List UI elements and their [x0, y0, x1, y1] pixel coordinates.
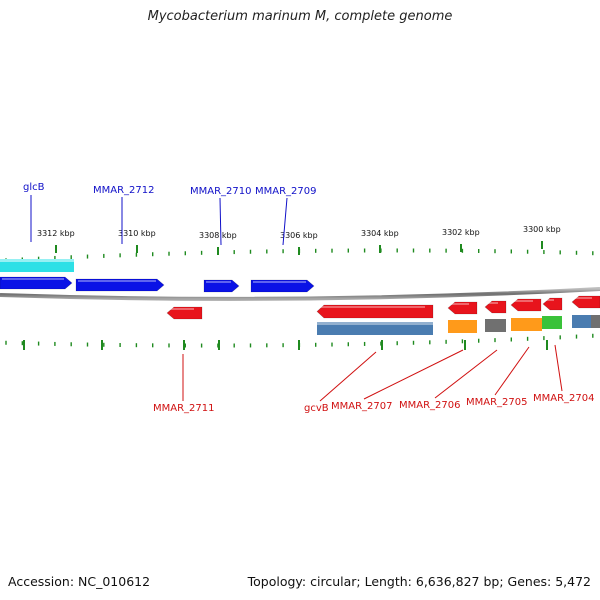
label-mmar-2711[interactable]: MMAR_2711 [153, 403, 215, 414]
feature-gray-2[interactable] [591, 315, 600, 328]
gene-glcB-shade [2, 278, 64, 280]
scale-tick-label: 3300 kbp [523, 225, 561, 234]
gene-mmar-2707[interactable] [447, 301, 478, 315]
label-gcvB[interactable]: gcvB [304, 403, 329, 414]
feature-gray-1[interactable] [485, 319, 506, 332]
label-mmar-2707-leader [363, 349, 464, 400]
label-mmar-2712[interactable]: MMAR_2712 [93, 185, 155, 196]
gene-mmar-2712-shade [78, 280, 156, 282]
gene-gcvB[interactable] [316, 304, 434, 319]
gene-glcB[interactable] [0, 276, 73, 290]
genome-summary-text: Topology: circular; Length: 6,636,827 bp… [247, 574, 591, 589]
gene-mmar-2709-shade [253, 281, 306, 283]
feature-steel[interactable] [572, 315, 591, 328]
label-mmar-2704[interactable]: MMAR_2704 [533, 393, 595, 404]
gene-mmar-2706[interactable] [484, 300, 507, 314]
label-mmar-2710[interactable]: MMAR_2710 [190, 186, 252, 197]
gene-gcvB-shade [319, 306, 425, 308]
label-mmar-2706[interactable]: MMAR_2706 [399, 400, 461, 411]
gene-mmar-2704[interactable] [542, 297, 563, 311]
gene-mmar-2705-shade [513, 300, 533, 302]
scale-tick-label: 3304 kbp [361, 229, 399, 238]
feature-orange-2[interactable] [511, 318, 542, 331]
gene-mmar-2710-shade [206, 281, 231, 283]
gene-mmar-2706-shade [487, 302, 498, 304]
label-mmar-2705[interactable]: MMAR_2705 [466, 397, 528, 408]
label-mmar-2710-leader [219, 197, 222, 246]
scale-tick-label: 3306 kbp [280, 231, 318, 240]
gene-mmar-2704-shade [545, 299, 554, 301]
accession-text: Accession: NC_010612 [8, 574, 151, 589]
label-mmar-2707[interactable]: MMAR_2707 [331, 401, 393, 412]
gene-mmar-2709[interactable] [250, 279, 315, 293]
genome-backbone [0, 287, 600, 301]
gene-mmar-2705[interactable] [510, 298, 542, 312]
label-mmar-2709[interactable]: MMAR_2709 [255, 186, 317, 197]
gene-next-shade [574, 297, 592, 299]
label-mmar-2709-leader [282, 197, 288, 246]
feature-green[interactable] [542, 316, 562, 329]
scale-tick-label: 3312 kbp [37, 229, 75, 238]
label-mmar-2705-leader [494, 346, 530, 396]
label-gcvB-leader [319, 351, 377, 402]
label-mmar-2704-leader [554, 344, 563, 392]
scale-tick-label: 3308 kbp [199, 231, 237, 240]
gcvB-cds-shade [317, 322, 433, 325]
scale-tick-label: 3302 kbp [442, 228, 480, 237]
map-title: Mycobacterium marinum M, complete genome [147, 9, 453, 24]
gcvB-cds[interactable] [317, 322, 433, 335]
label-mmar-2706-leader [434, 349, 498, 399]
glcB-feature[interactable] [0, 259, 74, 272]
gene-mmar-2711-shade [169, 308, 194, 310]
gene-mmar-2707-shade [450, 303, 469, 305]
gene-mmar-2712[interactable] [75, 278, 165, 292]
scale-tick-label: 3310 kbp [118, 229, 156, 238]
gene-mmar-2711[interactable] [166, 306, 203, 320]
gene-mmar-2710[interactable] [203, 279, 240, 293]
glcB-feature-shade [0, 259, 74, 262]
label-glcB[interactable]: glcB [23, 182, 45, 193]
feature-orange-1[interactable] [448, 320, 477, 333]
gene-next[interactable] [571, 295, 600, 309]
